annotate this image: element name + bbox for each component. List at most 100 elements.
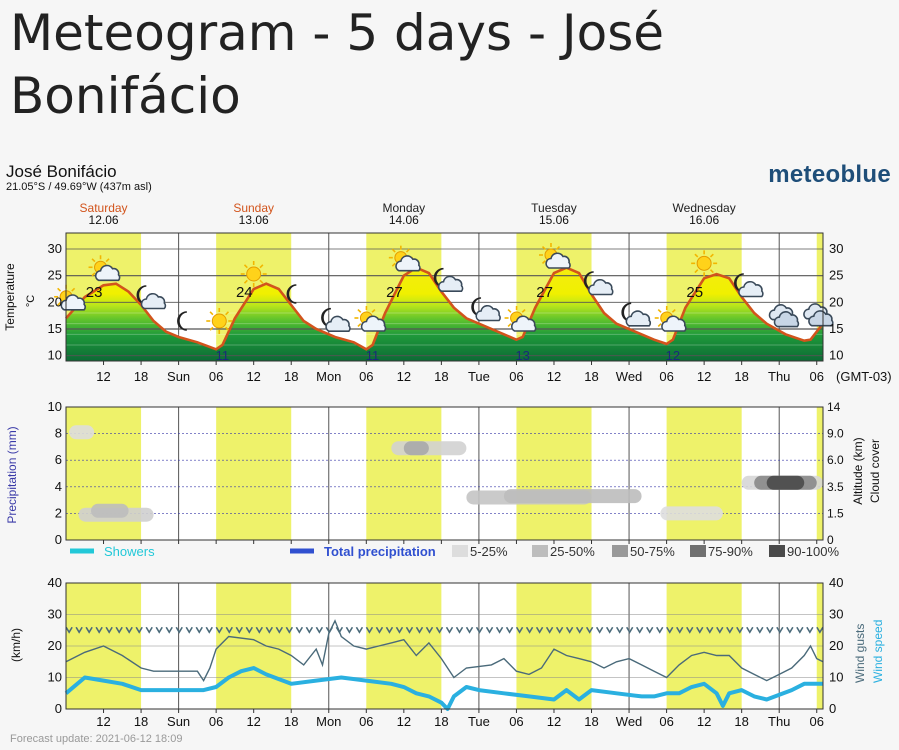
wind-panel-frame	[65, 582, 824, 710]
x-tick-label: Thu	[768, 369, 790, 384]
x-tick-label: 06	[659, 714, 673, 729]
wind-direction-arrow	[245, 626, 253, 634]
wind-direction-arrow	[305, 626, 314, 634]
cloud-patch	[69, 425, 95, 440]
x-tick-label: 12	[547, 714, 561, 729]
day-header-date: 13.06	[239, 213, 269, 227]
cloud-patch	[91, 503, 129, 518]
legend-label: 90-100%	[787, 544, 839, 559]
wind-ylabel: (km/h)	[9, 628, 23, 662]
wind-direction-arrow	[385, 626, 394, 634]
x-tick-label: Wed	[616, 714, 643, 729]
sun-cloud-icon	[538, 243, 571, 269]
day-header-date: 12.06	[89, 213, 119, 227]
sun-cloud-icon	[504, 306, 537, 332]
precip-tick: 2	[55, 505, 62, 520]
sun-icon	[206, 308, 233, 334]
cloud-cover-label: Cloud cover	[868, 439, 882, 503]
x-tick-label: 12	[397, 369, 411, 384]
precip-ylabel: Precipitation (mm)	[5, 426, 19, 523]
wind-direction-arrow	[445, 626, 454, 634]
precip-tick: 8	[55, 426, 62, 441]
wind-tick-right: 0	[829, 701, 836, 716]
wind-direction-arrow	[75, 626, 83, 634]
x-tick-label: 06	[810, 714, 824, 729]
legend-swatch	[612, 545, 628, 557]
day-header-date: 15.06	[539, 213, 569, 227]
wind-direction-arrow	[225, 626, 233, 634]
wind-direction-arrow	[816, 626, 824, 634]
altitude-tick: 0	[827, 533, 834, 547]
day-header-name: Saturday	[80, 201, 128, 215]
temp-tick-left: 20	[48, 294, 62, 309]
wind-direction-arrow	[275, 626, 284, 634]
cloud-patch	[403, 441, 429, 456]
moon-cloud-icon	[136, 285, 167, 310]
wind-direction-arrow	[285, 626, 294, 634]
wind-direction-arrow	[565, 626, 574, 634]
x-tick-label: 06	[209, 714, 223, 729]
sun-icon	[240, 261, 267, 287]
wind-direction-arrow	[535, 626, 544, 634]
wind-direction-arrow	[435, 626, 444, 634]
x-tick-label: Wed	[616, 369, 643, 384]
wind-tick-left: 40	[48, 575, 62, 590]
temp-tick-right: 15	[829, 321, 843, 336]
wind-direction-arrow	[475, 626, 484, 634]
temp-label: 11	[366, 348, 380, 363]
temp-tick-right: 25	[829, 268, 843, 283]
temp-label: 27	[386, 284, 403, 301]
temp-tick-left: 30	[48, 241, 62, 256]
wind-direction-arrow	[405, 626, 414, 634]
x-tick-label: 06	[359, 369, 373, 384]
wind-direction-arrow	[515, 626, 524, 634]
x-tick-label: 12	[96, 714, 110, 729]
wind-direction-arrow	[95, 626, 103, 634]
legend-swatch	[690, 545, 706, 557]
wind-direction-arrow	[736, 626, 744, 634]
temp-tick-left: 15	[48, 321, 62, 336]
x-tick-label: Mon	[316, 369, 341, 384]
moon-cloud-icon	[621, 302, 652, 327]
wind-direction-arrow	[716, 626, 724, 634]
wind-direction-arrow	[355, 626, 364, 634]
precip-panel-frame	[65, 406, 824, 541]
x-tick-label: 12	[547, 369, 561, 384]
wind-direction-arrow	[786, 626, 794, 634]
wind-direction-arrow	[555, 626, 564, 634]
x-tick-label: 06	[509, 369, 523, 384]
wind-direction-arrow	[415, 626, 424, 634]
wind-direction-arrow	[105, 626, 113, 634]
x-tick-label: 12	[246, 369, 260, 384]
wind-tick-left: 0	[55, 701, 62, 716]
sun-cloud-icon	[654, 306, 687, 332]
wind-direction-arrow	[205, 626, 213, 634]
day-header-name: Sunday	[233, 201, 274, 215]
moon-cloud-icon	[321, 307, 351, 332]
x-tick-label: 12	[397, 714, 411, 729]
precip-tick: 10	[48, 399, 62, 414]
meteoblue-logo[interactable]: meteoblue	[768, 161, 891, 188]
day-header-date: 14.06	[389, 213, 419, 227]
day-header-date: 16.06	[689, 213, 719, 227]
legend-swatch	[452, 545, 468, 557]
day-header-name: Tuesday	[531, 201, 577, 215]
altitude-tick: 6.0	[827, 453, 844, 467]
wind-direction-arrow	[706, 626, 714, 634]
day-band	[816, 407, 823, 540]
x-tick-label: 12	[697, 714, 711, 729]
x-tick-label: 12	[246, 714, 260, 729]
x-tick-label: 06	[209, 369, 223, 384]
wind-direction-arrow	[185, 626, 193, 634]
legend-label: 25-50%	[550, 544, 595, 559]
wind-direction-arrow	[85, 626, 93, 634]
sun-cloud-icon	[54, 284, 87, 311]
temp-tick-right: 10	[829, 348, 843, 363]
cloud-icon	[803, 303, 834, 327]
x-tick-label: 18	[134, 369, 148, 384]
cloud-icon	[768, 304, 800, 328]
temp-panel-frame	[65, 232, 824, 362]
wind-tick-right: 30	[829, 607, 843, 622]
temp-ylabel: Temperature	[3, 263, 17, 331]
